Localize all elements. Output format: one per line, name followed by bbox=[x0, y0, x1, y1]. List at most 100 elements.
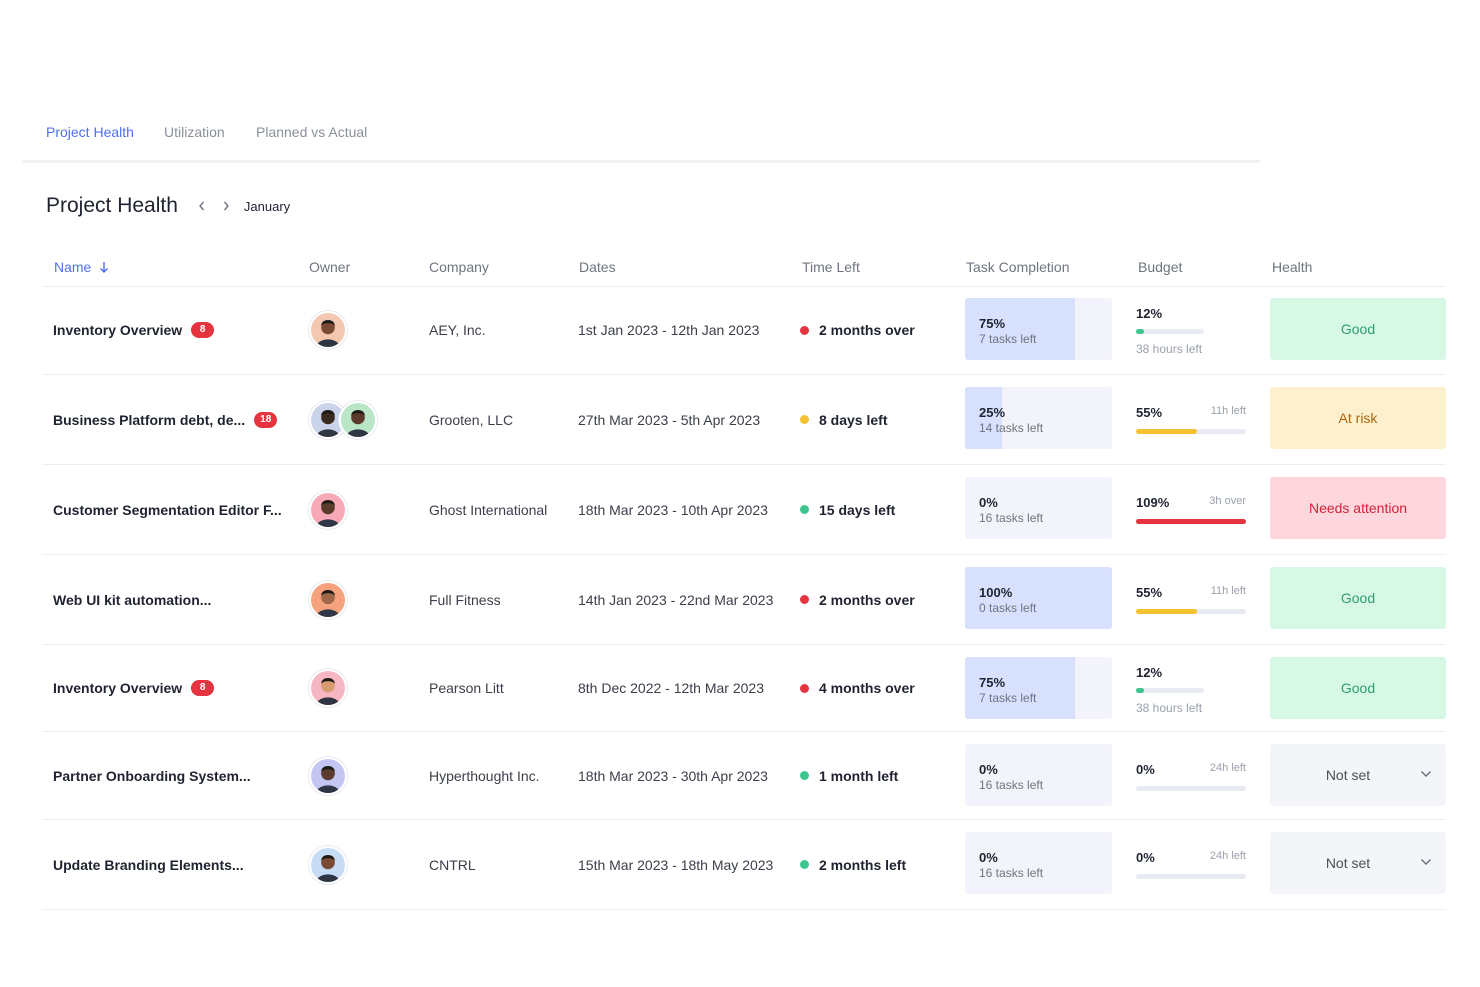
health-status[interactable]: Good bbox=[1270, 567, 1446, 629]
project-name-label: Update Branding Elements... bbox=[53, 856, 244, 873]
avatar[interactable] bbox=[309, 756, 347, 795]
time-left-label: 15 days left bbox=[819, 501, 896, 518]
table-row: Customer Segmentation Editor F... Ghost … bbox=[42, 465, 1446, 555]
avatar[interactable] bbox=[309, 490, 347, 529]
owner-avatars[interactable] bbox=[309, 465, 347, 554]
column-header-dates[interactable]: Dates bbox=[579, 259, 616, 275]
header-divider bbox=[42, 286, 1446, 287]
health-status[interactable]: Needs attention bbox=[1270, 477, 1446, 539]
task-completion[interactable]: 100% 0 tasks left bbox=[965, 567, 1112, 629]
tab-planned-vs-actual[interactable]: Planned vs Actual bbox=[256, 124, 368, 140]
health-status[interactable]: Not set bbox=[1270, 832, 1446, 894]
avatar[interactable] bbox=[309, 845, 347, 884]
budget-hours-note: 11h left bbox=[1210, 585, 1246, 597]
task-percent: 0% bbox=[979, 762, 998, 777]
date-range: 1st Jan 2023 - 12th Jan 2023 bbox=[578, 322, 760, 338]
budget: 12% 38 hours left bbox=[1136, 645, 1246, 731]
owner-avatars[interactable] bbox=[309, 555, 347, 644]
view-tabs: Project Health Utilization Planned vs Ac… bbox=[22, 118, 1260, 163]
arrow-down-icon bbox=[100, 261, 109, 273]
budget-progress-track bbox=[1136, 609, 1246, 614]
date-range: 14th Jan 2023 - 22nd Mar 2023 bbox=[578, 591, 774, 608]
budget: 55% 11h left bbox=[1136, 375, 1246, 464]
budget-progress-track bbox=[1136, 786, 1246, 791]
tab-utilization[interactable]: Utilization bbox=[164, 124, 225, 140]
budget-percent: 0% bbox=[1136, 850, 1155, 865]
table-row: Web UI kit automation... Full Fitness 14… bbox=[42, 555, 1446, 645]
task-percent: 100% bbox=[979, 585, 1013, 600]
task-completion[interactable]: 25% 14 tasks left bbox=[965, 387, 1112, 449]
tasks-left: 7 tasks left bbox=[979, 332, 1037, 346]
project-name[interactable]: Partner Onboarding System... bbox=[53, 732, 251, 819]
owner-avatars[interactable] bbox=[309, 732, 347, 819]
task-completion[interactable]: 75% 7 tasks left bbox=[965, 298, 1112, 360]
time-left: 4 months over bbox=[800, 645, 915, 731]
health-status[interactable]: Good bbox=[1270, 657, 1446, 719]
task-percent: 0% bbox=[979, 495, 998, 510]
chevron-down-icon bbox=[1420, 858, 1432, 866]
owner-avatars[interactable] bbox=[309, 820, 347, 909]
avatar[interactable] bbox=[309, 311, 347, 349]
column-header-budget[interactable]: Budget bbox=[1138, 259, 1183, 275]
project-name[interactable]: Update Branding Elements... bbox=[53, 820, 244, 909]
health-status[interactable]: Not set bbox=[1270, 744, 1446, 806]
chevron-left-icon[interactable] bbox=[192, 196, 212, 216]
task-completion[interactable]: 75% 7 tasks left bbox=[965, 657, 1112, 719]
owner-avatars[interactable] bbox=[309, 645, 347, 731]
tasks-left: 14 tasks left bbox=[979, 421, 1044, 435]
column-header-company[interactable]: Company bbox=[429, 259, 489, 275]
date-range: 8th Dec 2022 - 12th Mar 2023 bbox=[578, 680, 765, 696]
task-progress-fill bbox=[965, 298, 1076, 360]
avatar[interactable] bbox=[309, 580, 347, 619]
time-left-label: 2 months left bbox=[819, 856, 907, 873]
avatar[interactable] bbox=[339, 400, 377, 439]
avatar[interactable] bbox=[309, 669, 347, 707]
budget-progress-fill bbox=[1136, 519, 1246, 524]
budget-percent: 55% bbox=[1136, 405, 1163, 420]
project-name[interactable]: Business Platform debt, de... 18 bbox=[53, 375, 278, 464]
time-left: 8 days left bbox=[800, 375, 887, 464]
health-label: Needs attention bbox=[1308, 500, 1408, 516]
health-status[interactable]: Good bbox=[1270, 298, 1446, 360]
tasks-left: 7 tasks left bbox=[979, 691, 1037, 705]
task-percent: 75% bbox=[979, 675, 1006, 690]
health-label: At risk bbox=[1338, 410, 1378, 426]
budget-hours-left: 38 hours left bbox=[1136, 342, 1203, 356]
budget-progress-track bbox=[1136, 688, 1204, 693]
column-header-owner[interactable]: Owner bbox=[309, 259, 351, 275]
table-row: Inventory Overview 8 AEY, Inc. 1st Jan 2… bbox=[42, 286, 1446, 375]
task-progress-fill bbox=[965, 387, 1002, 449]
owner-avatars[interactable] bbox=[309, 375, 377, 464]
budget-percent: 0% bbox=[1136, 762, 1155, 777]
health-status[interactable]: At risk bbox=[1270, 387, 1446, 449]
task-completion[interactable]: 0% 16 tasks left bbox=[965, 744, 1112, 806]
project-name[interactable]: Inventory Overview 8 bbox=[53, 286, 215, 374]
column-header-name[interactable]: Name bbox=[54, 259, 109, 275]
budget: 109% 3h over bbox=[1136, 465, 1246, 554]
company-name: AEY, Inc. bbox=[429, 322, 486, 338]
tab-project-health[interactable]: Project Health bbox=[46, 124, 134, 140]
project-name[interactable]: Web UI kit automation... bbox=[53, 555, 211, 644]
column-header-task-completion[interactable]: Task Completion bbox=[966, 259, 1070, 275]
task-completion[interactable]: 0% 16 tasks left bbox=[965, 832, 1112, 894]
table-row: Business Platform debt, de... 18 Grooten… bbox=[42, 375, 1446, 465]
page-title: Project Health bbox=[46, 194, 178, 217]
project-name[interactable]: Inventory Overview 8 bbox=[53, 645, 215, 731]
health-label: Not set bbox=[1325, 855, 1371, 871]
tasks-left: 16 tasks left bbox=[979, 866, 1044, 880]
status-dot-icon bbox=[800, 595, 809, 604]
time-left: 15 days left bbox=[800, 465, 895, 554]
budget: 55% 11h left bbox=[1136, 555, 1246, 644]
budget-percent: 55% bbox=[1136, 585, 1163, 600]
budget-hours-note: 24h left bbox=[1209, 762, 1246, 774]
column-header-time-left[interactable]: Time Left bbox=[802, 259, 860, 275]
column-header-health[interactable]: Health bbox=[1272, 259, 1313, 275]
project-name[interactable]: Customer Segmentation Editor F... bbox=[53, 465, 282, 554]
owner-avatars[interactable] bbox=[309, 286, 347, 374]
date-range: 18th Mar 2023 - 10th Apr 2023 bbox=[578, 501, 768, 518]
task-completion[interactable]: 0% 16 tasks left bbox=[965, 477, 1112, 539]
project-name-label: Inventory Overview bbox=[53, 322, 183, 338]
budget-hours-note: 11h left bbox=[1210, 405, 1246, 417]
chevron-right-icon[interactable] bbox=[216, 196, 236, 216]
health-label: Good bbox=[1340, 680, 1376, 696]
